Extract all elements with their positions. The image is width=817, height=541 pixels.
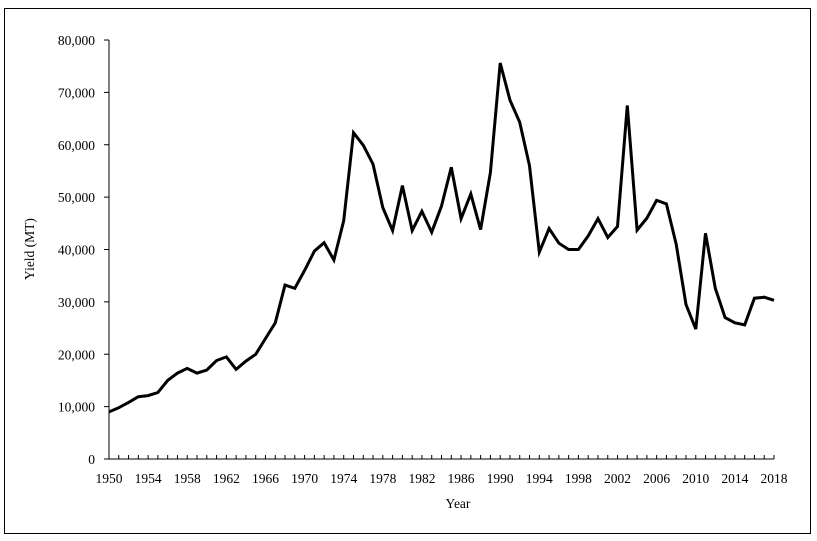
x-tick-label: 2002 xyxy=(604,471,631,486)
x-tick-label: 1994 xyxy=(526,471,553,486)
y-tick-label: 70,000 xyxy=(58,85,95,100)
x-tick-label: 1978 xyxy=(369,471,396,486)
x-tick-label: 1962 xyxy=(213,471,240,486)
y-tick-label: 40,000 xyxy=(58,243,95,258)
y-tick-label: 80,000 xyxy=(58,33,95,48)
x-axis: 1950 1954 1958 1962 1966 1970 1974 1978 1982 1986… xyxy=(96,455,788,486)
x-tick-label: 1998 xyxy=(565,471,592,486)
x-tick-label: 1974 xyxy=(330,471,357,486)
y-axis-title: Yield (MT) xyxy=(22,218,37,280)
x-tick-label: 2006 xyxy=(643,471,670,486)
y-tick-label: 20,000 xyxy=(58,347,95,362)
x-tick-label: 2010 xyxy=(682,471,709,486)
x-tick-label: 1970 xyxy=(291,471,318,486)
y-axis: 0 10,000 20,000 30,000 40,000 50,000 60,000 70,… xyxy=(58,33,110,467)
x-tick-label: 1986 xyxy=(448,471,475,486)
y-tick-label: 10,000 xyxy=(58,400,95,415)
x-tick-label: 1950 xyxy=(96,471,123,486)
x-tick-label: 2018 xyxy=(761,471,788,486)
x-tick-label: 2014 xyxy=(721,471,748,486)
x-tick-label: 1982 xyxy=(408,471,435,486)
x-tick-label: 1958 xyxy=(174,471,201,486)
yield-line xyxy=(108,62,775,414)
y-tick-label: 0 xyxy=(88,452,95,467)
x-axis-title: Year xyxy=(446,496,471,511)
x-tick-label: 1966 xyxy=(252,471,279,486)
chart-frame xyxy=(4,8,811,534)
x-tick-label: 1990 xyxy=(487,471,514,486)
y-tick-label: 30,000 xyxy=(58,295,95,310)
y-tick-label: 50,000 xyxy=(58,190,95,205)
x-tick-label: 1954 xyxy=(135,471,162,486)
y-tick-label: 60,000 xyxy=(58,138,95,153)
